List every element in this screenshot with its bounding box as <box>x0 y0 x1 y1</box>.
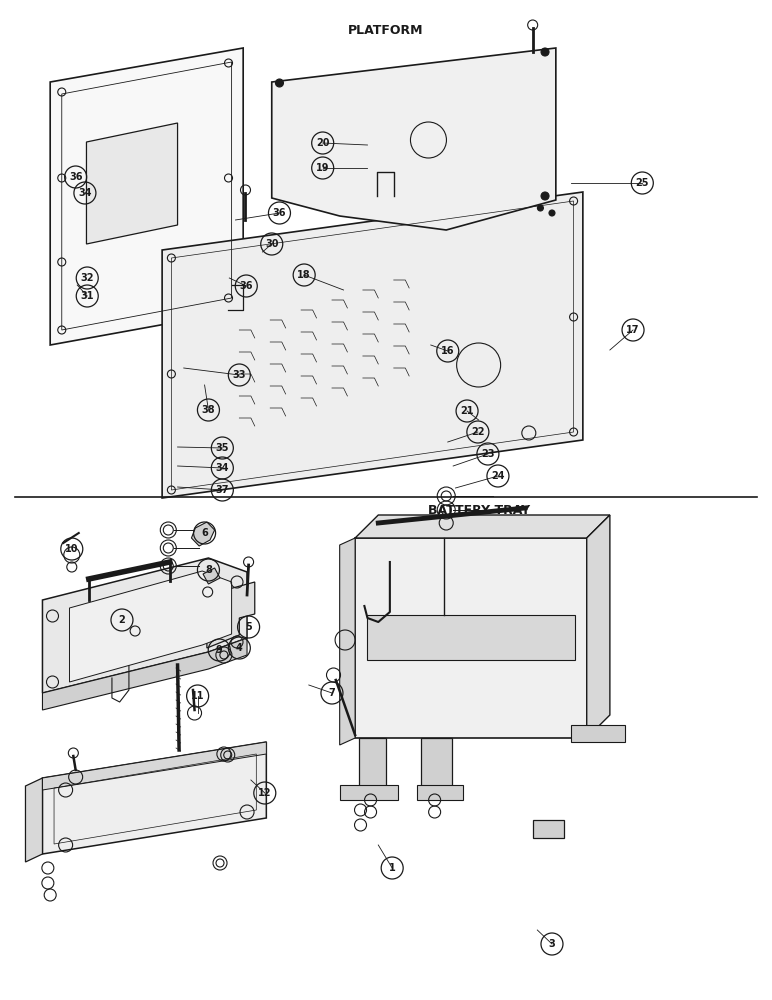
Polygon shape <box>367 615 575 660</box>
Text: 2: 2 <box>119 615 125 625</box>
Text: 12: 12 <box>258 788 272 798</box>
Text: 4: 4 <box>236 643 242 653</box>
Text: 25: 25 <box>635 178 649 188</box>
Text: 7: 7 <box>329 688 335 698</box>
Text: 33: 33 <box>232 370 246 380</box>
Text: 8: 8 <box>205 565 212 575</box>
Text: 18: 18 <box>297 270 311 280</box>
Text: 24: 24 <box>491 471 505 481</box>
Text: PLATFORM: PLATFORM <box>348 23 424 36</box>
Circle shape <box>549 210 555 216</box>
Polygon shape <box>191 522 215 546</box>
Text: 21: 21 <box>460 406 474 416</box>
Text: 9: 9 <box>216 645 222 655</box>
Polygon shape <box>421 738 452 790</box>
Text: 6: 6 <box>201 528 208 538</box>
Polygon shape <box>69 571 232 682</box>
Circle shape <box>537 205 543 211</box>
Text: 34: 34 <box>78 188 92 198</box>
Text: 19: 19 <box>316 163 330 173</box>
Text: 20: 20 <box>316 138 330 148</box>
Text: 36: 36 <box>69 172 83 182</box>
Polygon shape <box>50 48 243 345</box>
Polygon shape <box>25 778 42 862</box>
Text: 31: 31 <box>80 291 94 301</box>
Polygon shape <box>340 785 398 800</box>
Text: 5: 5 <box>245 622 252 632</box>
Text: BATTERY TRAY: BATTERY TRAY <box>428 504 530 516</box>
Text: 32: 32 <box>80 273 94 283</box>
Polygon shape <box>587 515 610 738</box>
Polygon shape <box>203 568 220 584</box>
Polygon shape <box>42 558 247 693</box>
Polygon shape <box>120 605 158 645</box>
Polygon shape <box>533 820 564 838</box>
Text: 36: 36 <box>239 281 253 291</box>
Text: 37: 37 <box>215 485 229 495</box>
Polygon shape <box>340 538 355 745</box>
Text: 17: 17 <box>626 325 640 335</box>
Circle shape <box>276 79 283 87</box>
Text: 22: 22 <box>471 427 485 437</box>
Polygon shape <box>42 638 247 710</box>
Text: 16: 16 <box>441 346 455 356</box>
Polygon shape <box>355 515 610 538</box>
Text: 38: 38 <box>201 405 215 415</box>
Polygon shape <box>359 738 386 790</box>
Polygon shape <box>571 725 625 742</box>
Circle shape <box>541 192 549 200</box>
Polygon shape <box>86 123 178 244</box>
Text: 34: 34 <box>215 463 229 473</box>
Text: 36: 36 <box>273 208 286 218</box>
Polygon shape <box>272 48 556 230</box>
Text: 30: 30 <box>265 239 279 249</box>
Text: 11: 11 <box>191 691 205 701</box>
Text: 10: 10 <box>65 544 79 554</box>
Polygon shape <box>417 785 463 800</box>
Polygon shape <box>42 742 266 854</box>
Text: 35: 35 <box>215 443 229 453</box>
Polygon shape <box>42 742 266 790</box>
Polygon shape <box>162 192 583 498</box>
Text: 3: 3 <box>549 939 555 949</box>
Polygon shape <box>207 582 255 648</box>
Polygon shape <box>355 538 587 738</box>
Text: 1: 1 <box>389 863 395 873</box>
Text: 23: 23 <box>481 449 495 459</box>
Circle shape <box>541 48 549 56</box>
